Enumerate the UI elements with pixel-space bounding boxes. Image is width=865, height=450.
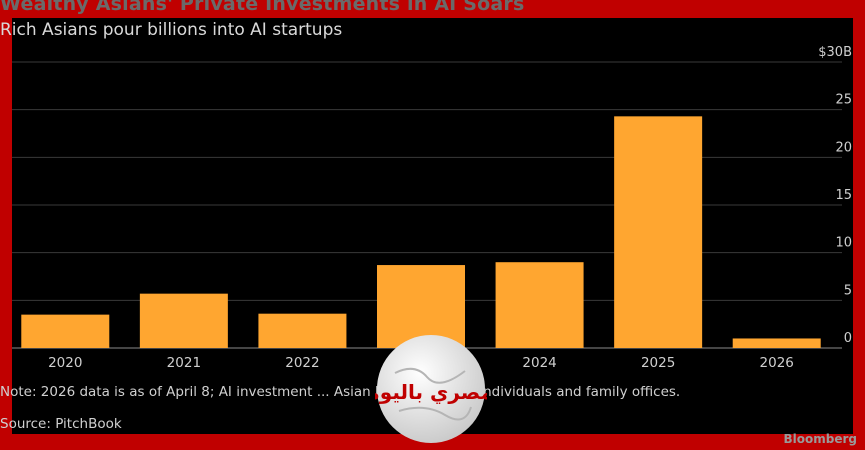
bar <box>377 265 465 348</box>
y-tick-label: $30B <box>818 45 852 60</box>
bar <box>495 262 584 348</box>
chart-source: Source: PitchBook <box>0 416 122 432</box>
bar <box>258 313 347 348</box>
x-tick-label: 2026 <box>760 355 794 371</box>
y-tick-label: 5 <box>844 283 852 298</box>
x-tick-label: 2025 <box>641 355 675 371</box>
x-tick-label: 2022 <box>285 355 319 371</box>
y-tick-label: 0 <box>844 331 852 346</box>
watermark-logo: المصري باليومع <box>375 335 487 443</box>
y-tick-label: 20 <box>835 140 852 155</box>
watermark-globe <box>377 335 485 443</box>
y-tick-label: 15 <box>835 188 852 203</box>
bar <box>614 116 703 348</box>
bar <box>21 314 110 348</box>
x-tick-label: 2024 <box>522 355 556 371</box>
chart-subtitle: Rich Asians pour billions into AI startu… <box>0 20 343 40</box>
watermark-text: المصري باليومع <box>375 380 487 405</box>
chart-title: Wealthy Asians' Private Investments in A… <box>0 0 525 15</box>
bloomberg-logo: Bloomberg <box>783 432 858 446</box>
x-tick-label: 2021 <box>167 355 201 371</box>
bar <box>732 338 821 348</box>
y-tick-label: 25 <box>835 93 852 108</box>
bar <box>139 293 228 348</box>
x-tick-label: 2020 <box>48 355 82 371</box>
chart-note: Note: 2026 data is as of April 8; AI inv… <box>0 384 681 400</box>
y-tick-label: 10 <box>835 236 852 251</box>
